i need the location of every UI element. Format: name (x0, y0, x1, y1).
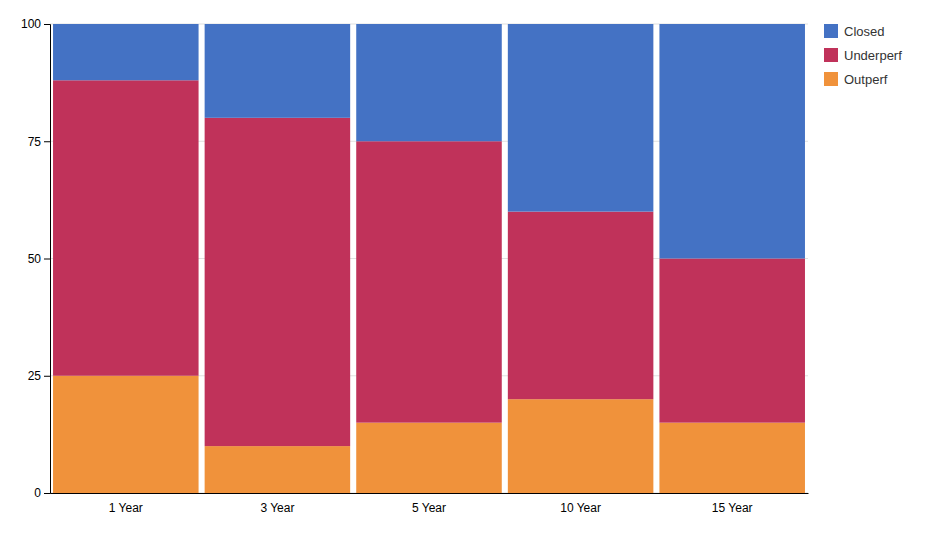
legend-item: Underperf (824, 48, 902, 63)
legend: Closed Underperf Outperf (824, 24, 902, 87)
tick: 5 Year (412, 501, 446, 515)
tick-mark (44, 24, 50, 25)
series (53, 24, 805, 259)
bar-segment (53, 80, 199, 375)
tick-mark (44, 141, 50, 142)
tick: 15 Year (712, 501, 753, 515)
bar-segment (205, 446, 351, 493)
tick-mark (44, 376, 50, 377)
bar-segment (53, 376, 199, 493)
y-axis: 0 25 50 75 100 (21, 17, 51, 500)
bar-segment (659, 24, 805, 259)
tick: 25 (28, 369, 50, 383)
tick: 3 Year (260, 501, 294, 515)
tick: 100 (21, 17, 50, 31)
tick-label: 100 (21, 17, 41, 31)
tick: 10 Year (560, 501, 601, 515)
legend-swatch (824, 24, 838, 38)
bar-segment (53, 24, 199, 80)
tick-label: 25 (28, 369, 42, 383)
tick-label: 50 (28, 252, 42, 266)
bar-segment (356, 423, 502, 493)
tick: 0 (34, 486, 50, 500)
bar-segment (356, 141, 502, 422)
legend-label: Underperf (844, 48, 902, 63)
tick-label: 3 Year (260, 501, 294, 515)
bar-segment (356, 24, 502, 141)
chart: 0 25 50 75 100 1 Year 3 Year 5 Year 10 Year 15 Ye… (0, 0, 948, 533)
bar-segment (659, 259, 805, 423)
tick-label: 0 (34, 486, 41, 500)
tick-label: 1 Year (109, 501, 143, 515)
legend-item: Closed (824, 24, 884, 39)
axis-domain (51, 493, 809, 494)
plot: 0 25 50 75 100 1 Year 3 Year 5 Year 10 Year 15 Ye… (21, 17, 902, 514)
tick: 1 Year (109, 501, 143, 515)
tick-label: 5 Year (412, 501, 446, 515)
bars (53, 24, 805, 493)
tick-label: 10 Year (560, 501, 601, 515)
tick: 50 (28, 252, 50, 266)
bar-segment (659, 423, 805, 493)
tick-mark (44, 259, 50, 260)
grid (50, 24, 808, 493)
tick: 75 (28, 135, 50, 149)
bar-segment (205, 24, 351, 118)
axis-domain (44, 25, 51, 494)
legend-swatch (824, 72, 838, 86)
legend-label: Outperf (844, 72, 888, 87)
x-axis: 1 Year 3 Year 5 Year 10 Year 15 Year (51, 494, 809, 515)
tick-label: 75 (28, 135, 42, 149)
legend-swatch (824, 48, 838, 62)
bar-segment (508, 399, 654, 493)
tick-mark (44, 493, 50, 494)
bar-segment (205, 118, 351, 446)
legend-item: Outperf (824, 72, 888, 87)
legend-label: Closed (844, 24, 884, 39)
bar-segment (508, 212, 654, 400)
tick-label: 15 Year (712, 501, 753, 515)
bar-segment (508, 24, 654, 212)
